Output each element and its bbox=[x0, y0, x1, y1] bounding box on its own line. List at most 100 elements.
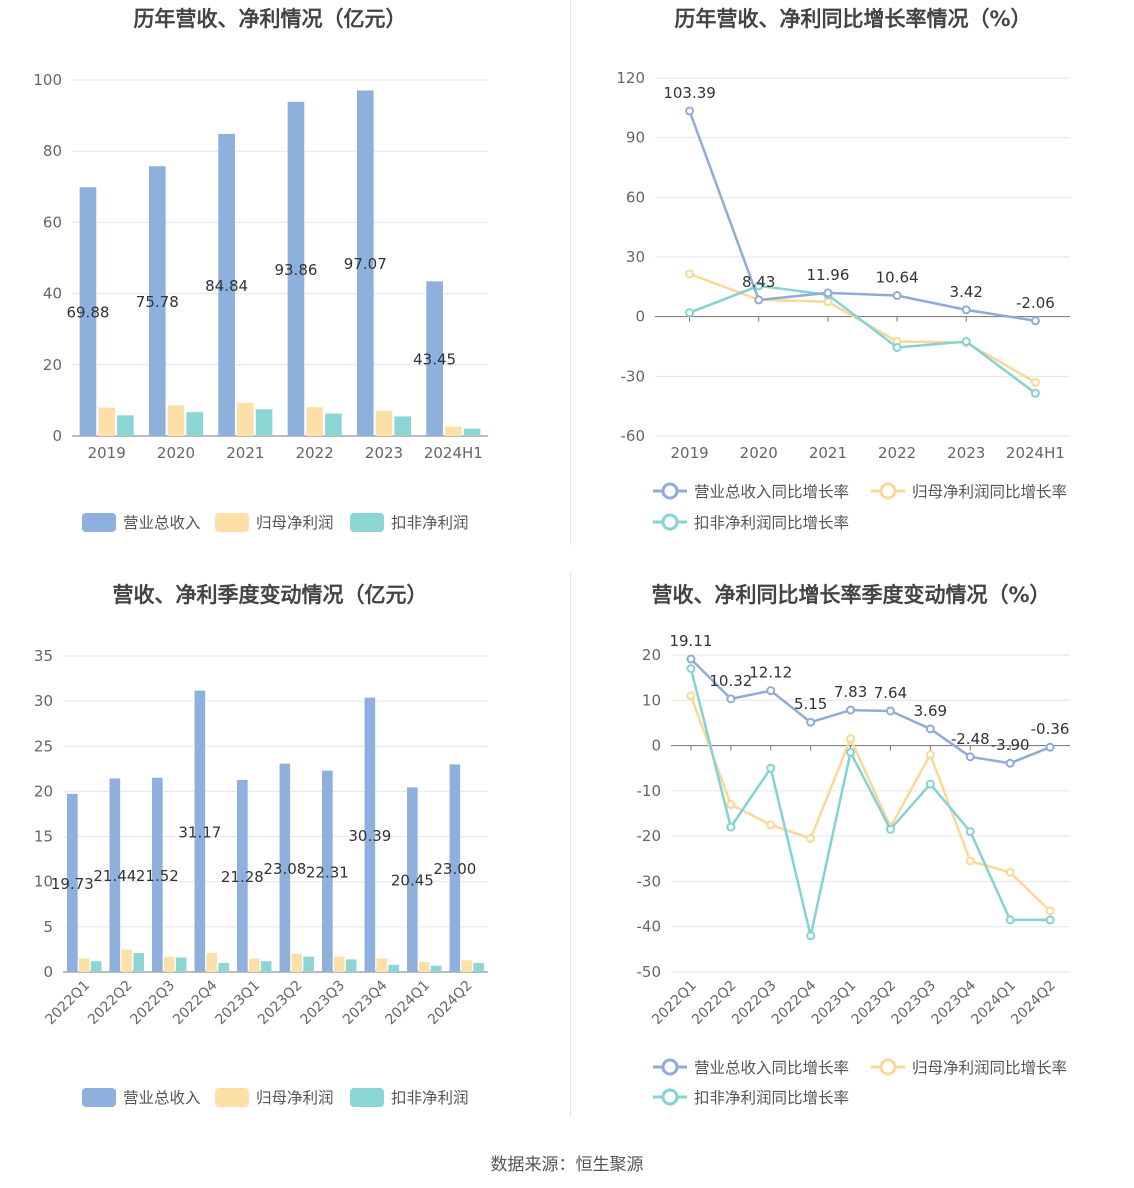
bar-deducted-profit bbox=[186, 412, 204, 436]
bar-revenue bbox=[67, 793, 78, 972]
y-tick-label: 90 bbox=[626, 129, 645, 147]
bar-revenue bbox=[237, 779, 248, 972]
data-point-deducted-profit bbox=[965, 827, 975, 837]
data-label: 3.69 bbox=[914, 702, 947, 720]
data-point-revenue bbox=[885, 706, 895, 716]
bar-net-profit bbox=[78, 958, 90, 972]
x-tick-label: 2022 bbox=[878, 444, 916, 462]
x-tick-label: 2022Q3 bbox=[127, 978, 178, 1029]
data-label: 97.07 bbox=[344, 255, 387, 273]
data-point-revenue bbox=[965, 752, 975, 762]
legend-label: 归母净利润 bbox=[256, 1089, 334, 1107]
legend-swatch bbox=[82, 1088, 116, 1107]
bar-net-profit bbox=[445, 426, 462, 436]
y-tick-label: 40 bbox=[43, 285, 62, 303]
quarterly-growth-rate-chart: 营收、净利同比增长率季度变动情况（%） -50 -40 -30 -20 -10 0 10 20 2… bbox=[571, 572, 1134, 1122]
annual-revenue-profit-chart: 历年营收、净利情况（亿元） 0 20 40 60 80 100 2019 2020 2021 202… bbox=[0, 0, 570, 545]
data-point-revenue bbox=[846, 705, 856, 715]
bar-net-profit bbox=[418, 962, 430, 972]
x-tick-label: 2022Q2 bbox=[85, 978, 136, 1029]
legend-marker bbox=[879, 482, 897, 500]
data-point-revenue bbox=[1005, 758, 1015, 768]
x-tick-label: 2020 bbox=[157, 444, 195, 462]
bar-deducted-profit bbox=[133, 953, 144, 972]
legend-label: 扣非净利润同比增长率 bbox=[694, 514, 849, 532]
bar-revenue bbox=[407, 787, 418, 972]
bar-net-profit bbox=[375, 410, 393, 436]
legend-swatch bbox=[350, 1088, 384, 1107]
legend-label: 扣非净利润同比增长率 bbox=[694, 1089, 849, 1107]
bar-deducted-profit bbox=[345, 959, 357, 972]
y-tick-label: 0 bbox=[651, 737, 661, 755]
data-label: -3.90 bbox=[991, 736, 1030, 754]
series-line-deducted-profit bbox=[689, 284, 1037, 395]
data-point-deducted-profit bbox=[1045, 915, 1055, 925]
legend-swatch bbox=[215, 1088, 249, 1107]
legend-label: 扣非净利润 bbox=[391, 514, 469, 532]
y-tick-label: 20 bbox=[34, 782, 53, 800]
data-label: 7.83 bbox=[834, 683, 867, 701]
data-label: 21.52 bbox=[136, 867, 179, 885]
data-label: 12.12 bbox=[749, 664, 792, 682]
data-point-net-profit bbox=[823, 297, 833, 307]
data-point-net-profit bbox=[965, 856, 975, 866]
bar-net-profit bbox=[291, 953, 303, 972]
y-tick-label: -10 bbox=[637, 782, 662, 800]
series-line-deducted-profit bbox=[689, 668, 1051, 937]
y-tick-label: 100 bbox=[33, 71, 62, 89]
bar-revenue bbox=[79, 187, 97, 436]
bar-deducted-profit bbox=[260, 961, 272, 972]
legend-marker bbox=[661, 1088, 679, 1106]
x-tick-label: 2024Q1 bbox=[382, 978, 433, 1029]
annual-growth-rate-chart: 历年营收、净利同比增长率情况（%） -60 -30 0 30 60 90 120 2019 202… bbox=[571, 0, 1134, 545]
y-tick-label: 80 bbox=[43, 142, 62, 160]
bar-net-profit bbox=[206, 953, 218, 972]
data-point-deducted-profit bbox=[806, 931, 816, 941]
data-label: 8.43 bbox=[742, 273, 775, 291]
data-point-net-profit bbox=[686, 691, 696, 701]
chart-title: 历年营收、净利情况（亿元） bbox=[134, 7, 407, 31]
bar-net-profit bbox=[248, 958, 260, 972]
x-tick-label: 2024Q2 bbox=[425, 978, 476, 1029]
bar-revenue bbox=[426, 281, 443, 436]
legend-label: 扣非净利润 bbox=[391, 1089, 469, 1107]
data-point-revenue bbox=[806, 717, 816, 727]
x-tick-label: 2024Q2 bbox=[1008, 978, 1059, 1029]
x-tick-label: 2023Q1 bbox=[212, 978, 263, 1029]
bar-deducted-profit bbox=[255, 409, 273, 436]
x-tick-label: 2024H1 bbox=[424, 444, 483, 462]
data-point-revenue bbox=[823, 288, 833, 298]
x-tick-label: 2023Q2 bbox=[255, 978, 306, 1029]
bar-net-profit bbox=[237, 402, 254, 436]
quarterly-revenue-profit-svg: 营收、净利季度变动情况（亿元）051015202530352022Q12022Q… bbox=[34, 583, 488, 1107]
bar-deducted-profit bbox=[175, 957, 187, 972]
y-tick-label: 20 bbox=[642, 646, 661, 664]
bar-revenue bbox=[152, 777, 163, 972]
y-tick-label: -30 bbox=[621, 367, 646, 385]
data-label: 31.17 bbox=[178, 823, 221, 841]
bar-revenue bbox=[322, 770, 333, 972]
data-point-revenue bbox=[686, 654, 696, 664]
bar-deducted-profit bbox=[473, 962, 484, 972]
data-point-revenue bbox=[925, 724, 935, 734]
chart-title: 营收、净利同比增长率季度变动情况（%） bbox=[651, 583, 1050, 607]
data-label: 23.08 bbox=[263, 860, 306, 878]
x-tick-label: 2020 bbox=[740, 444, 778, 462]
legend-label: 归母净利润同比增长率 bbox=[912, 483, 1067, 501]
legend-label: 营业总收入同比增长率 bbox=[694, 1059, 849, 1077]
bar-deducted-profit bbox=[463, 428, 481, 436]
y-tick-label: 30 bbox=[626, 248, 645, 266]
data-point-revenue bbox=[766, 686, 776, 696]
data-point-net-profit bbox=[726, 799, 736, 809]
data-label: 93.86 bbox=[274, 261, 317, 279]
data-label: 43.45 bbox=[413, 351, 456, 369]
x-tick-label: 2024H1 bbox=[1006, 444, 1065, 462]
bar-net-profit bbox=[121, 949, 133, 972]
y-tick-label: 60 bbox=[43, 213, 62, 231]
y-tick-label: 10 bbox=[34, 873, 53, 891]
bar-deducted-profit bbox=[394, 416, 412, 436]
y-tick-label: -40 bbox=[637, 918, 662, 936]
data-point-net-profit bbox=[1045, 906, 1055, 916]
data-point-deducted-profit bbox=[726, 822, 736, 832]
data-label: 75.78 bbox=[136, 293, 179, 311]
